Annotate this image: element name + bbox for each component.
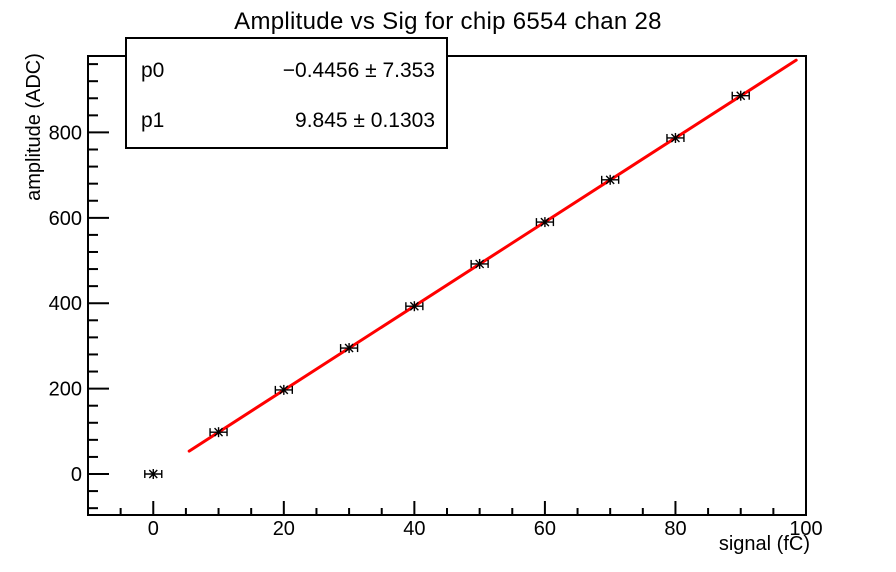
y-tick-label: 400	[49, 293, 82, 315]
marker-stroke	[540, 217, 550, 227]
x-tick-label: 40	[403, 518, 425, 540]
axis-ticks	[88, 63, 807, 515]
y-axis-title: amplitude (ADC)	[23, 53, 45, 201]
x-tick-label: 100	[789, 518, 822, 540]
fit-line-group	[187, 58, 798, 453]
data-point	[405, 301, 424, 312]
marker-stroke	[605, 175, 615, 185]
stat-row-p1: p1 9.845 ± 0.1303	[141, 99, 435, 143]
marker-stroke	[279, 385, 289, 395]
data-point	[666, 132, 685, 143]
data-point	[144, 469, 163, 480]
data-point	[731, 90, 750, 101]
fit-param-name: p0	[141, 59, 165, 82]
x-tick-label: 60	[534, 518, 556, 540]
x-tick-label: 20	[273, 518, 295, 540]
axis-tick-labels: 0 20 40 60 80 100 0 200 400 600 800	[49, 122, 823, 540]
y-tick-label: 0	[71, 464, 82, 486]
fit-line	[187, 58, 798, 453]
fit-param-value: −0.4456 ± 7.353	[282, 59, 435, 82]
marker-stroke	[344, 343, 354, 353]
y-tick-label: 200	[49, 379, 82, 401]
marker-stroke	[475, 259, 485, 269]
data-point	[470, 258, 489, 269]
y-tick-label: 600	[49, 208, 82, 230]
data-point	[339, 343, 359, 354]
data-point	[209, 427, 228, 438]
stat-row-p0: p0 −0.4456 ± 7.353	[141, 49, 435, 93]
marker-stroke	[409, 301, 419, 311]
marker-stroke	[736, 91, 746, 101]
marker-stroke	[670, 133, 680, 143]
x-axis-title: signal (fC)	[719, 533, 810, 555]
fit-param-name: p1	[141, 109, 165, 132]
marker-stroke	[214, 427, 224, 437]
x-tick-label: 80	[664, 518, 686, 540]
plot-title: Amplitude vs Sig for chip 6554 chan 28	[234, 8, 662, 35]
x-tick-label: 0	[148, 518, 159, 540]
fit-param-value: 9.845 ± 0.1303	[295, 109, 435, 132]
data-point	[274, 384, 294, 395]
data-point	[535, 217, 555, 228]
marker-stroke	[148, 469, 158, 479]
data-points-group	[144, 90, 750, 480]
data-point	[600, 174, 620, 185]
y-tick-label: 800	[49, 122, 82, 144]
fit-stats-box: p0 −0.4456 ± 7.353 p1 9.845 ± 0.1303	[125, 37, 448, 149]
